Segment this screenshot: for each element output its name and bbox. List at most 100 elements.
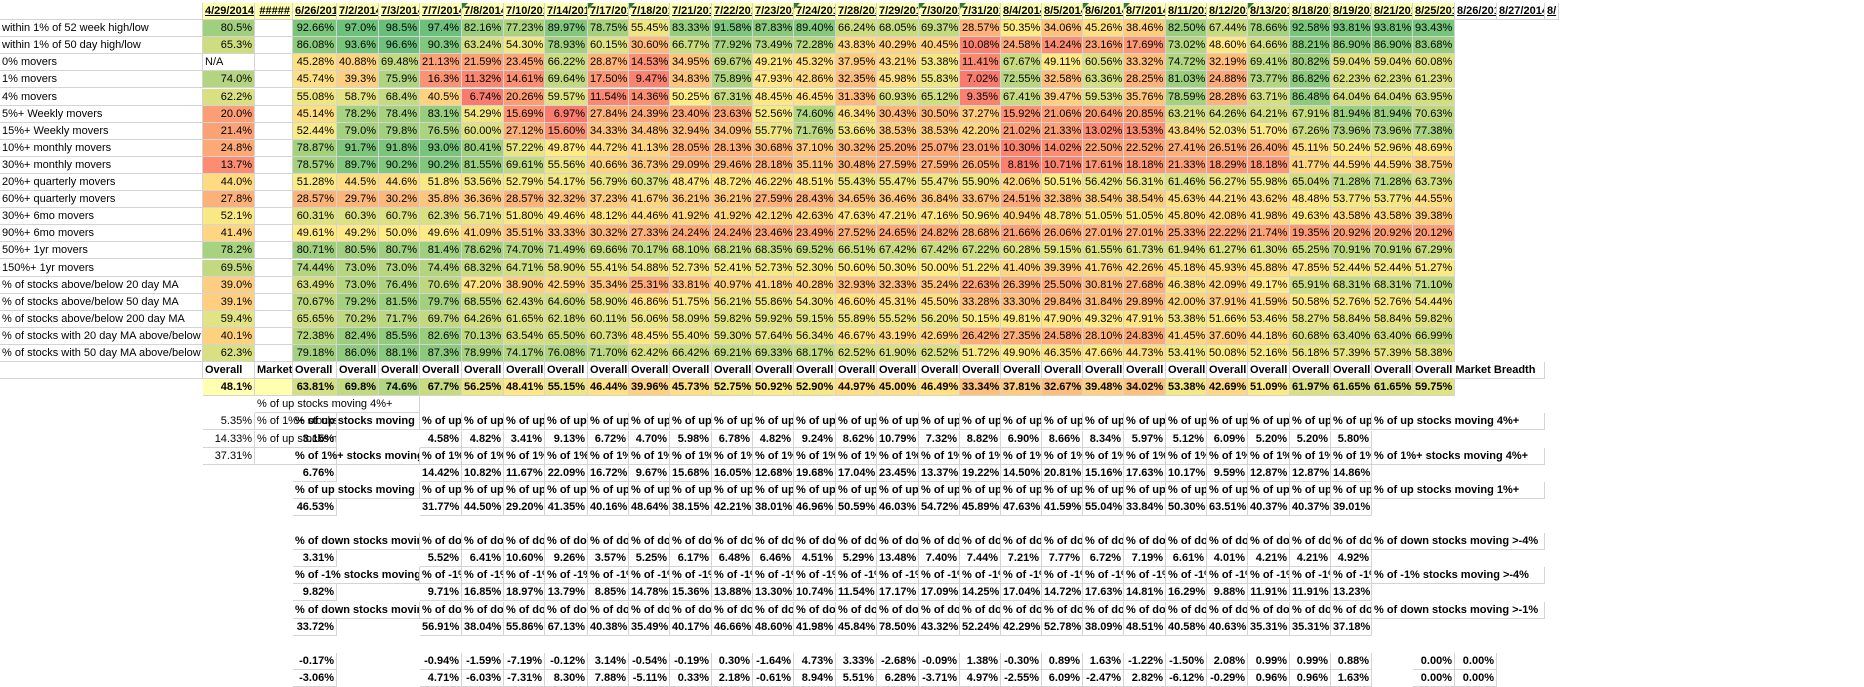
section-value[interactable]: 50.30% [1166,498,1207,516]
overall-header-cell[interactable]: Overall N [1207,362,1248,380]
metric-value-cell[interactable]: 53.38% [919,54,960,72]
section-header-repeat[interactable]: % of up [1001,481,1042,499]
section-value[interactable]: 14.42% [420,464,462,482]
metric-value-cell[interactable]: 14.61% [504,71,545,89]
section-header-repeat[interactable]: % of 1% [462,447,504,465]
section-value[interactable]: 7.40% [919,550,960,568]
metric-value-cell[interactable]: 60.08% [1413,54,1455,72]
change-value[interactable]: -0.19% [670,652,712,670]
metric-value-cell[interactable]: 58.90% [588,293,629,311]
section-first-value[interactable]: 46.53% [293,498,337,516]
overall-header-cell[interactable]: Overall N [1083,362,1124,380]
metric-value-cell[interactable]: 45.28% [293,54,337,72]
metric-value-cell[interactable]: 19.35% [1290,225,1331,243]
metric-value-cell[interactable]: 64.26% [462,310,504,328]
change-value[interactable]: 1.63% [1083,652,1124,670]
metric-value-cell[interactable]: 73.49% [753,37,794,55]
metric-value-cell[interactable]: 48.51% [794,174,836,191]
metric-value-cell[interactable]: 23.49% [794,225,836,243]
metric-value-cell[interactable]: 24.24% [670,225,712,243]
section-header-repeat[interactable]: % of up [588,481,629,499]
metric-value-cell[interactable]: 60.37% [629,174,670,191]
section-header-repeat[interactable]: % of -1% [1331,567,1372,585]
metric-value-cell[interactable]: 67.31% [712,88,753,106]
overall-header-cell[interactable]: Overall N [753,362,794,380]
change-value[interactable]: 1.63% [1331,669,1372,687]
metric-value-cell[interactable]: 40.28% [794,276,836,294]
metric-baseline-cell[interactable]: 39.1% [203,293,255,311]
metric-value-cell[interactable]: 69.7% [420,310,462,328]
metric-value-cell[interactable]: 70.17% [629,242,670,260]
section-header-repeat[interactable]: % of -1% [504,567,545,585]
section-header-repeat[interactable]: % of do [919,601,960,619]
metric-value-cell[interactable]: 55.83% [919,71,960,89]
metric-baseline-cell[interactable]: 59.4% [203,310,255,328]
metric-value-cell[interactable]: 62.52% [836,345,877,362]
section-header-repeat[interactable]: % of do [545,601,588,619]
metric-value-cell[interactable]: 49.63% [1290,208,1331,226]
section-header-repeat[interactable]: % of up [588,413,629,431]
metric-value-cell[interactable]: 83.33% [670,20,712,38]
metric-value-cell[interactable]: 53.41% [1166,345,1207,362]
metric-value-cell[interactable]: 59.30% [712,327,753,345]
section-value[interactable]: 4.70% [629,430,670,448]
metric-value-cell[interactable]: 34.09% [712,122,753,140]
section-header-repeat[interactable]: % of up [1166,481,1207,499]
metric-value-cell[interactable]: 17.50% [588,71,629,89]
section-value[interactable]: 5.97% [1124,430,1166,448]
date-header-cell[interactable]: 7/7/2014 [420,3,462,20]
metric-value-cell[interactable]: 65.25% [1290,242,1331,260]
section-header[interactable]: % of down stocks movir [293,601,420,619]
section-header-repeat[interactable]: % of do [545,533,588,551]
metric-value-cell[interactable]: 35.24% [919,276,960,294]
metric-value-cell[interactable]: 33.32% [1124,54,1166,72]
metric-value-cell[interactable]: 61.65% [504,310,545,328]
metric-value-cell[interactable]: 87.83% [753,20,794,38]
section-value[interactable]: 33.84% [1124,498,1166,516]
section-value[interactable]: 14.86% [1331,464,1372,482]
section-value[interactable]: 3.57% [588,550,629,568]
metric-value-cell[interactable]: 55.52% [877,310,919,328]
section-value[interactable]: 37.18% [1331,618,1372,636]
metric-value-cell[interactable]: 45.98% [877,71,919,89]
metric-value-cell[interactable]: 64.04% [1372,88,1413,106]
metric-value-cell[interactable]: 41.13% [629,139,670,157]
metric-label[interactable]: % of stocks above/below 50 day MA [0,293,203,311]
metric-value-cell[interactable]: 68.05% [877,20,919,38]
metric-value-cell[interactable]: 74.17% [504,345,545,362]
metric-value-cell[interactable]: 40.29% [877,37,919,55]
section-value[interactable]: 67.13% [545,618,588,636]
section-header-repeat[interactable]: % of 1% [1042,447,1083,465]
metric-label[interactable]: 0% movers [0,54,203,72]
metric-value-cell[interactable]: 18.18% [1124,156,1166,174]
section-value[interactable]: 8.85% [588,584,629,602]
metric-value-cell[interactable]: 46.60% [836,293,877,311]
metric-value-cell[interactable]: 86.48% [1290,88,1331,106]
section-header-repeat[interactable]: % of -1% [1001,567,1042,585]
metric-value-cell[interactable]: 26.40% [1248,139,1290,157]
metric-value-cell[interactable]: 47.21% [877,208,919,226]
section-value[interactable]: 45.89% [960,498,1001,516]
metric-value-cell[interactable]: 89.97% [545,20,588,38]
metric-value-cell[interactable]: 25.20% [877,139,919,157]
overall-value-cell[interactable]: 67.7% [420,379,462,397]
metric-value-cell[interactable]: 32.35% [836,71,877,89]
metric-value-cell[interactable]: 27.35% [1001,327,1042,345]
metric-value-cell[interactable]: 27.12% [504,122,545,140]
section-value[interactable]: 14.78% [629,584,670,602]
metric-baseline-cell[interactable]: N/A [203,54,255,72]
section-header-repeat[interactable]: % of do [960,601,1001,619]
metric-value-cell[interactable]: 69.67% [712,54,753,72]
metric-value-cell[interactable]: 39.38% [1413,208,1455,226]
section-header-repeat[interactable]: % of up [629,413,670,431]
section-header-repeat[interactable]: % of up [1331,413,1372,431]
metric-value-cell[interactable]: 78.99% [462,345,504,362]
section-header-repeat[interactable]: % of up [1331,481,1372,499]
change-value[interactable]: 2.82% [1124,669,1166,687]
section-header-repeat[interactable]: % of up [1124,413,1166,431]
section-value[interactable]: 12.87% [1248,464,1290,482]
metric-value-cell[interactable]: 51.72% [960,345,1001,362]
date-header-cell[interactable]: 8/26/2014 [1455,3,1497,20]
change-value[interactable]: 0.30% [712,652,753,670]
metric-value-cell[interactable]: 56.79% [588,174,629,191]
